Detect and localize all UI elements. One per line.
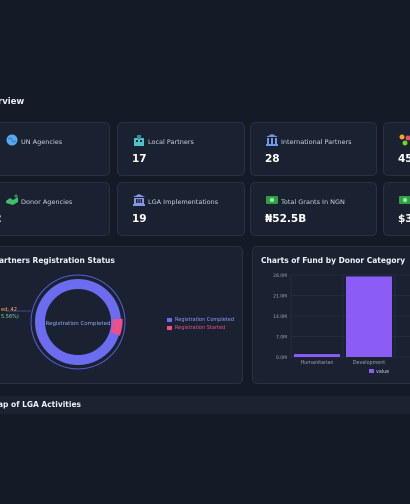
donut-callout-label-2: 5.56%) — [1, 314, 19, 320]
donut-outer-ring — [30, 274, 126, 370]
donut-callout-label-1: ed: 42 — [1, 307, 17, 313]
government-building-icon — [133, 194, 145, 206]
building-icon — [134, 135, 144, 146]
section-title: ap of LGA Activities — [0, 400, 81, 409]
stat-value: $34 — [398, 213, 410, 225]
stat-label: UN Agencies — [21, 138, 63, 146]
legend-swatch — [167, 325, 172, 330]
stat-card-international-partners[interactable]: International Partners 28 — [250, 122, 377, 176]
legend-label: Registration Started — [175, 325, 226, 331]
legend-swatch — [167, 317, 172, 322]
lga-activities-header: ap of LGA Activities — [0, 396, 410, 414]
stat-value: ₦52.5B — [265, 213, 307, 225]
stat-card-lga-implementations[interactable]: LGA Implementations 19 — [117, 182, 245, 236]
legend-label: value — [376, 369, 389, 375]
legend-registration-completed[interactable]: Registration Completed — [167, 317, 234, 323]
y-tick-label: 7.0M — [276, 335, 287, 341]
registration-donut-chart[interactable]: Registration Completed ed: 42 5.56%) — [0, 269, 244, 379]
panel-title: artners Registration Status — [0, 256, 115, 265]
stat-label: Total Grants In NGN — [281, 198, 345, 206]
stat-value: 22 — [0, 213, 2, 225]
stat-card-partial-right[interactable]: 45 — [383, 122, 410, 176]
fund-bar-chart[interactable]: 0.0M 7.0M 14.0M 21.0M 28.0M Humanitarian Devel… — [253, 267, 410, 385]
stat-card-un-agencies[interactable]: UN Agencies 1 — [0, 122, 110, 176]
stat-card-partial-right-2[interactable]: $34 — [383, 182, 410, 236]
x-tick-label: Humanitarian — [301, 360, 334, 366]
page-title: rview — [0, 97, 25, 107]
y-tick-label: 0.0M — [276, 355, 287, 361]
stat-value: 17 — [132, 153, 147, 165]
panel-title: Charts of Fund by Donor Category — [261, 256, 406, 265]
money-icon — [399, 196, 410, 204]
donut-started-segment — [110, 318, 123, 336]
stat-label: Donor Agencies — [21, 198, 73, 206]
institution-icon — [266, 134, 278, 146]
network-icon — [399, 134, 410, 146]
globe-icon — [6, 134, 18, 146]
x-tick-label: Development — [353, 360, 385, 366]
stat-label: International Partners — [281, 138, 352, 146]
stat-label: LGA Implementations — [148, 198, 219, 206]
stat-value: 28 — [265, 153, 280, 165]
y-tick-label: 21.0M — [273, 294, 287, 300]
bar-humanitarian[interactable] — [294, 354, 340, 357]
stat-card-donor-agencies[interactable]: Donor Agencies 22 — [0, 182, 110, 236]
stat-card-total-grants[interactable]: Total Grants In NGN ₦52.5B — [250, 182, 377, 236]
handshake-icon — [6, 194, 18, 205]
stat-value: 19 — [132, 213, 147, 225]
registration-status-panel: artners Registration Status Registration… — [0, 246, 243, 384]
fund-chart-panel: Charts of Fund by Donor Category 0.0M 7.0… — [252, 246, 410, 384]
legend-registration-started[interactable]: Registration Started — [167, 325, 225, 331]
bar-development[interactable] — [346, 276, 392, 357]
y-tick-label: 14.0M — [273, 314, 287, 320]
stat-value: 45 — [398, 153, 410, 165]
legend-swatch — [369, 369, 374, 373]
y-tick-label: 28.0M — [273, 273, 287, 279]
donut-center-label: Registration Completed — [46, 321, 111, 327]
money-icon — [266, 196, 278, 204]
legend-label: Registration Completed — [175, 317, 235, 323]
stat-label: Local Partners — [148, 138, 194, 146]
stat-card-local-partners[interactable]: Local Partners 17 — [117, 122, 245, 176]
